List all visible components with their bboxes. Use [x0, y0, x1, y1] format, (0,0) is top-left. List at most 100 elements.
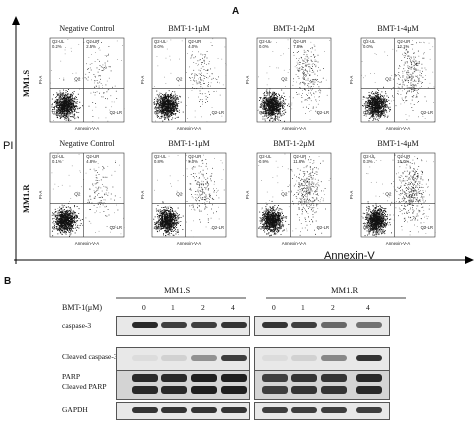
quadrant-ul-pct: 0.8% — [154, 159, 164, 164]
blot-row-label: caspase-3 — [62, 321, 92, 330]
quadrant-ul-label: Q2-UL — [52, 39, 65, 44]
blot-band — [356, 386, 382, 394]
blot-band — [221, 386, 247, 394]
quadrant-ur-label: Q2-UR — [188, 154, 201, 159]
quadrant-ur-label: Q2-UR — [397, 154, 410, 159]
quadrant-ul-label: Q2-UL — [154, 154, 167, 159]
flow-plot-title: BMT-1-2μM — [273, 24, 315, 33]
event-dots — [361, 39, 436, 122]
quadrant-ul-label: Q2-UL — [154, 39, 167, 44]
blot-band — [321, 374, 347, 382]
quadrant-ur-pct: 4.8% — [86, 159, 96, 164]
blot-band — [191, 374, 217, 382]
group-title-mm1r: MM1.R — [331, 285, 359, 295]
blot-band — [291, 355, 317, 361]
quadrant-lr-label: Q2-LR — [110, 225, 122, 230]
event-dots — [51, 153, 125, 237]
plot-x-label: Annexin-V-A — [386, 241, 410, 246]
blot-band — [291, 407, 317, 413]
event-dots — [153, 154, 225, 238]
quadrant-ll-label: Q2-LL — [52, 225, 64, 230]
plot-y-label: PI-A — [38, 76, 43, 85]
quadrant-ll-label: Q2-LL — [259, 110, 271, 115]
blot-band — [132, 386, 158, 394]
blot-band — [356, 407, 382, 413]
plot-x-label: Annexin-V-A — [386, 126, 410, 131]
blot-band — [321, 407, 347, 413]
blot-band — [291, 374, 317, 382]
plot-x-label: Annexin-V-A — [75, 126, 99, 131]
blot-row-label: PARP — [62, 372, 81, 381]
quadrant-ul-label: Q2-UL — [259, 154, 272, 159]
quadrant-center-label: Q2 — [281, 76, 288, 81]
quadrant-ll-label: Q2-LL — [52, 110, 64, 115]
blot-band — [221, 407, 247, 413]
dose-number: 2 — [331, 303, 335, 312]
plot-x-label: Annexin-V-A — [282, 126, 306, 131]
event-dots — [257, 39, 331, 122]
blot-band — [221, 374, 247, 382]
flow-plot-title: BMT-1-4μM — [377, 139, 419, 148]
quadrant-ll-label: Q2-LL — [363, 225, 375, 230]
blot-band — [161, 355, 187, 361]
quadrant-ur-label: Q2-UR — [397, 39, 410, 44]
flow-plot-title: Negative Control — [59, 24, 115, 33]
blot-row-label: GAPDH — [62, 405, 88, 414]
quadrant-ll-label: Q2-LL — [363, 110, 375, 115]
row-label-mm1r: MM1.R — [21, 184, 31, 213]
quadrant-ur-label: Q2-UR — [86, 154, 99, 159]
quadrant-center-label: Q2 — [74, 191, 81, 196]
blot-band — [291, 386, 317, 394]
quadrant-ll-label: Q2-LL — [154, 110, 166, 115]
quadrant-lr-label: Q2-LR — [212, 225, 224, 230]
quadrant-ur-pct: 2.5% — [86, 44, 96, 49]
group-title-mm1s: MM1.S — [164, 285, 191, 295]
blot-band — [262, 407, 288, 413]
blot-band — [262, 322, 288, 328]
blot-band — [356, 322, 382, 328]
panel-b-letter: B — [4, 276, 12, 287]
x-axis-title: Annexin-V — [324, 250, 375, 262]
quadrant-lr-label: Q2-LR — [212, 110, 224, 115]
quadrant-ur-label: Q2-UR — [188, 39, 201, 44]
quadrant-ll-label: Q2-LL — [154, 225, 166, 230]
quadrant-lr-label: Q2-LR — [421, 110, 433, 115]
quadrant-center-label: Q2 — [176, 76, 183, 81]
blot-band — [191, 386, 217, 394]
blot-band — [161, 407, 187, 413]
blot-band — [191, 322, 217, 328]
flow-plot-title: BMT-1-2μM — [273, 139, 315, 148]
quadrant-ul-pct: 0.2% — [52, 44, 62, 49]
plot-y-label: PI-A — [349, 191, 354, 200]
quadrant-ur-pct: 11.6% — [293, 159, 305, 164]
quadrant-ur-pct: 4.0% — [188, 44, 198, 49]
plot-x-label: Annexin-V-A — [177, 126, 201, 131]
plot-y-label: PI-A — [245, 191, 250, 200]
big-x-axis — [14, 256, 474, 264]
blot-row-label-2: Cleaved PARP — [62, 382, 107, 391]
quadrant-ul-label: Q2-UL — [363, 39, 376, 44]
event-dots — [153, 38, 227, 122]
quadrant-center-label: Q2 — [176, 191, 183, 196]
quadrant-ur-pct: 7.8% — [293, 44, 303, 49]
blot-band — [161, 322, 187, 328]
dose-number: 0 — [142, 303, 146, 312]
group-underlines — [116, 297, 406, 299]
blot-band — [191, 355, 217, 361]
blot-band — [132, 322, 158, 328]
blot-band — [321, 355, 347, 361]
quadrant-ul-pct: 0.0% — [259, 44, 269, 49]
plot-y-label: PI-A — [349, 76, 354, 85]
plot-y-label: PI-A — [140, 76, 145, 85]
plot-y-label: PI-A — [38, 191, 43, 200]
quadrant-ur-pct: 12.1% — [397, 44, 409, 49]
blot-band — [262, 355, 288, 361]
quadrant-center-label: Q2 — [385, 191, 392, 196]
quadrant-ur-label: Q2-UR — [86, 39, 99, 44]
blot-band — [191, 407, 217, 413]
blot-band — [291, 322, 317, 328]
blot-band — [161, 386, 187, 394]
quadrant-ll-label: Q2-LL — [259, 225, 271, 230]
quadrant-ul-label: Q2-UL — [52, 154, 65, 159]
